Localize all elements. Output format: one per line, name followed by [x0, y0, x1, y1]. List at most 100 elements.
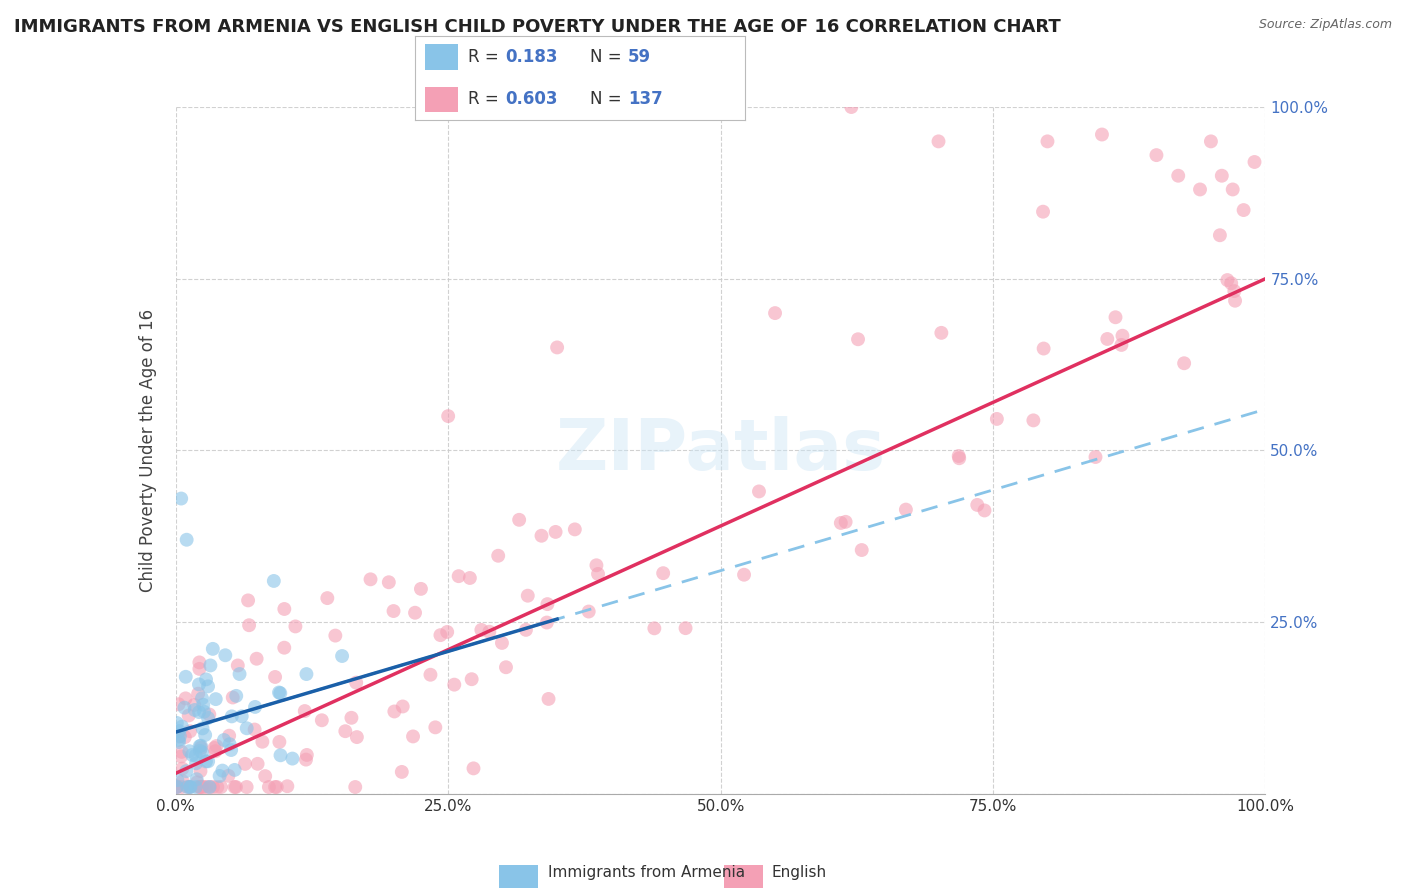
Point [184, 780, 207, 794]
Point [183, 698, 205, 712]
Text: N =: N = [591, 48, 627, 66]
Point [1097, 332, 1119, 346]
Point [1167, 169, 1189, 183]
Point [1232, 203, 1256, 218]
Point [179, 780, 201, 794]
Point [763, 306, 786, 320]
Point [217, 769, 239, 783]
Bar [425, 45, 458, 70]
Point [1032, 204, 1054, 219]
Point [205, 739, 228, 753]
Point [269, 735, 291, 749]
Point [166, 773, 188, 788]
Point [208, 769, 231, 783]
Point [851, 543, 873, 558]
Point [928, 134, 950, 148]
Point [179, 780, 201, 794]
Point [360, 572, 382, 586]
Point [1084, 450, 1107, 464]
Point [166, 780, 188, 794]
Point [191, 722, 214, 736]
Point [470, 623, 492, 637]
Point [447, 569, 470, 583]
Point [246, 651, 269, 665]
Point [652, 566, 675, 581]
Point [173, 730, 195, 744]
Point [235, 780, 257, 794]
Point [188, 656, 211, 670]
Point [167, 732, 190, 747]
Point [1209, 228, 1232, 243]
Point [264, 670, 287, 684]
Point [276, 779, 298, 793]
Point [841, 100, 863, 114]
Point [228, 667, 250, 681]
Point [564, 522, 586, 536]
Point [267, 685, 290, 699]
Point [344, 780, 367, 794]
Point [931, 326, 953, 340]
Point [188, 705, 211, 719]
Point [311, 713, 333, 727]
Point [515, 623, 537, 637]
Point [198, 780, 221, 794]
Point [198, 780, 221, 794]
Point [193, 698, 215, 712]
Point [409, 582, 432, 596]
Point [948, 449, 970, 463]
Y-axis label: Child Poverty Under the Age of 16: Child Poverty Under the Age of 16 [139, 309, 157, 592]
Point [1173, 356, 1195, 370]
Point [325, 629, 347, 643]
Bar [425, 87, 458, 112]
Text: N =: N = [591, 90, 627, 108]
Point [495, 660, 517, 674]
Point [221, 709, 243, 723]
Point [269, 686, 291, 700]
Point [186, 772, 208, 787]
Point [174, 670, 197, 684]
Text: 137: 137 [628, 90, 662, 108]
Point [1091, 128, 1114, 142]
Point [419, 667, 441, 681]
Point [460, 672, 482, 686]
Point [270, 748, 292, 763]
Point [486, 549, 509, 563]
Point [1211, 169, 1233, 183]
Point [201, 780, 224, 794]
Point [478, 624, 501, 639]
Point [463, 761, 485, 775]
Point [218, 729, 240, 743]
Point [170, 749, 193, 764]
Point [193, 705, 215, 719]
Point [195, 780, 218, 794]
Text: 59: 59 [628, 48, 651, 66]
Text: English: English [772, 865, 827, 880]
Point [536, 615, 558, 630]
Point [830, 516, 852, 530]
Point [224, 763, 246, 777]
Point [204, 744, 226, 758]
Point [167, 730, 190, 744]
Point [1223, 284, 1246, 298]
Point [167, 735, 190, 749]
Point [190, 780, 212, 794]
Point [222, 690, 245, 705]
Point [391, 699, 413, 714]
Point [207, 780, 229, 794]
Text: 0.183: 0.183 [506, 48, 558, 66]
Point [212, 733, 235, 747]
Text: R =: R = [468, 90, 503, 108]
Point [443, 678, 465, 692]
Point [1222, 182, 1244, 196]
Point [544, 524, 567, 539]
Point [578, 605, 600, 619]
Point [170, 780, 193, 794]
Point [382, 604, 405, 618]
Point [225, 780, 247, 794]
Point [834, 515, 856, 529]
Point [181, 747, 204, 762]
Point [197, 755, 219, 769]
Point [214, 648, 236, 663]
Point [273, 602, 295, 616]
Point [177, 780, 200, 794]
